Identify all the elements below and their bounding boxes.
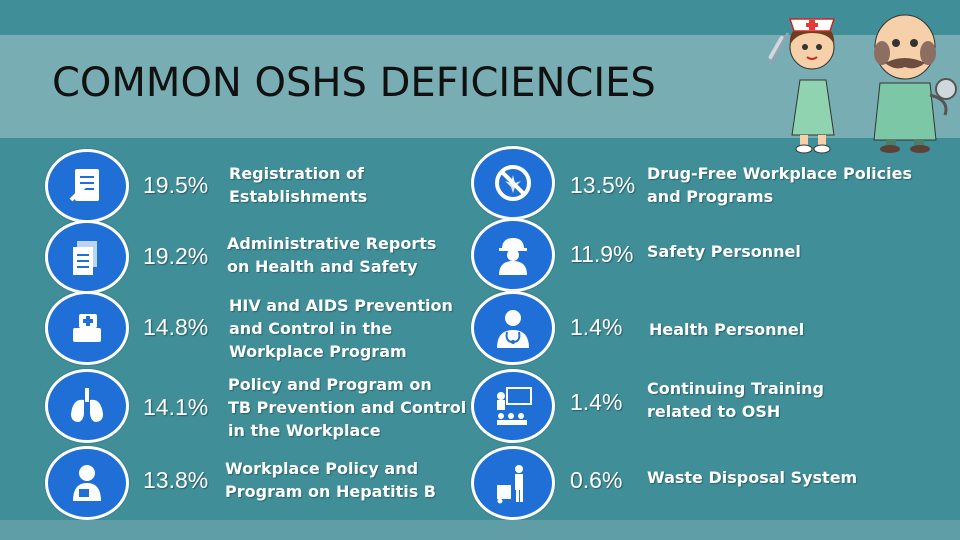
lungs-icon bbox=[45, 369, 129, 443]
item-label: Policy and Program on TB Prevention and C… bbox=[228, 375, 467, 440]
doctor-icon bbox=[471, 291, 555, 365]
bottom-band bbox=[0, 520, 960, 540]
percent-value: 1.4% bbox=[570, 314, 623, 340]
percent-value: 11.9% bbox=[570, 241, 634, 267]
doctor-figure bbox=[873, 14, 957, 153]
item-label: HIV and AIDS Prevention and Control in th… bbox=[229, 296, 453, 361]
hard-hat-worker-icon bbox=[471, 218, 555, 292]
item-label: Administrative Reports on Health and Safe… bbox=[227, 234, 437, 276]
percent-value: 19.5% bbox=[143, 172, 209, 198]
reports-icon bbox=[45, 220, 129, 294]
percent-value: 19.2% bbox=[143, 243, 209, 269]
training-icon bbox=[471, 369, 555, 443]
percent-value: 14.8% bbox=[143, 314, 209, 340]
item-label: Safety Personnel bbox=[647, 242, 801, 261]
item-label: Health Personnel bbox=[649, 320, 805, 339]
percent-value: 1.4% bbox=[570, 389, 623, 415]
item-label: Drug-Free Workplace Policies and Programs bbox=[647, 164, 912, 206]
item-label: Registration of Establishments bbox=[229, 164, 368, 206]
percent-value: 13.5% bbox=[570, 172, 636, 198]
page-title: COMMON OSHS DEFICIENCIES bbox=[52, 60, 656, 106]
waste-disposal-icon bbox=[471, 446, 555, 520]
item-label: Continuing Training related to OSH bbox=[647, 379, 824, 421]
patient-icon bbox=[45, 446, 129, 520]
nurse-figure bbox=[768, 18, 836, 154]
item-label: Waste Disposal System bbox=[647, 468, 858, 487]
percent-value: 14.1% bbox=[143, 394, 209, 420]
no-drugs-icon bbox=[471, 146, 555, 220]
document-icon bbox=[45, 149, 129, 223]
percent-value: 0.6% bbox=[570, 467, 623, 493]
percent-value: 13.8% bbox=[143, 467, 209, 493]
nurse-doctor-clipart bbox=[768, 14, 957, 154]
medical-book-icon bbox=[45, 291, 129, 365]
item-label: Workplace Policy and Program on Hepatitis… bbox=[225, 459, 436, 501]
